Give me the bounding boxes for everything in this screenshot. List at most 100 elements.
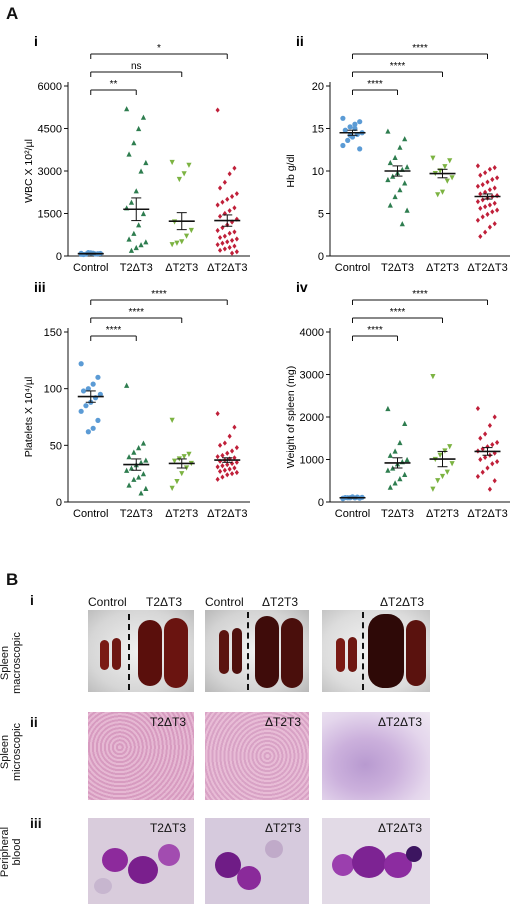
data-point [215,454,220,460]
data-point [234,249,239,255]
data-point [490,442,495,448]
data-point [387,159,393,166]
data-point [133,188,139,194]
data-point [404,207,410,213]
data-point [126,454,132,460]
macro-1-right-label: T2ΔT3 [146,595,183,609]
data-point [128,465,135,471]
data-point [80,388,87,394]
data-point [124,106,130,112]
data-point [495,207,500,213]
data-point [225,196,230,202]
y-tick-label: 100 [44,384,62,396]
data-point [131,449,137,455]
panel-a-label: A [6,4,19,23]
data-point [487,486,492,492]
data-point [169,485,175,491]
data-point [97,391,103,397]
data-point [399,221,405,227]
data-point [131,230,137,236]
micro-3-label: ΔT2ΔT3 [377,715,422,729]
x-tick-label: T2ΔT3 [120,262,153,274]
data-point [492,185,497,191]
b-row-label-micro: Spleen microscopic [0,712,23,792]
spleen-micro-photo-3: ΔT2ΔT3 [322,712,430,800]
data-point [475,473,480,480]
row-label-macro-text: Spleen macroscopic [0,632,23,694]
data-point [480,214,485,220]
y-tick-label: 1000 [300,455,324,467]
data-point [217,185,223,191]
data-point [229,237,235,244]
data-point [439,189,446,195]
data-point [402,180,408,186]
x-tick-label: ΔT2T3 [426,508,459,520]
data-point [485,211,490,217]
data-point [126,151,132,157]
significance-label: ** [110,79,118,90]
data-point [90,381,96,387]
x-tick-label: T2ΔT3 [120,508,153,520]
significance-label: **** [412,43,428,54]
chart-sublabel: i [34,33,38,49]
panel-b-label: B [6,570,19,589]
data-point [188,227,194,234]
data-point [232,455,237,461]
data-point [222,467,227,473]
significance-label: * [157,43,161,54]
data-point [227,230,232,236]
data-point [352,121,358,127]
spleen-macro-photo-2 [205,610,309,692]
y-tick-label: 50 [50,440,62,452]
data-point [340,115,346,121]
data-point [492,165,497,171]
data-point [385,405,391,412]
y-tick-label: 0 [318,251,324,263]
data-point [227,208,232,214]
data-point [475,199,480,205]
x-tick-label: Control [73,508,108,520]
y-tick-label: 3000 [38,166,62,178]
data-point [232,424,237,430]
data-point [478,435,483,441]
data-point [174,240,180,246]
data-point [179,471,185,477]
data-point [215,464,220,470]
spleen-macro-photo-1 [88,610,194,692]
data-point [229,471,235,477]
data-point [217,468,223,474]
chart-wbc: i 0 1500 3000 4500 6000 WBC X 10²/µl Control T2Δ… [23,33,250,274]
data-point [217,442,223,448]
data-point [475,183,480,189]
data-point [444,178,450,184]
data-point [387,202,393,208]
data-point [492,200,497,206]
data-point [385,176,391,183]
data-point [402,136,408,142]
data-point [143,159,149,166]
significance-label: ns [131,61,142,72]
data-point [430,374,436,380]
data-point [229,193,235,200]
data-point [449,461,455,467]
data-point [397,439,403,446]
data-point [232,229,237,235]
blood-3-label: ΔT2ΔT3 [377,821,422,835]
data-point [217,247,223,253]
data-point [169,417,175,423]
data-point [225,239,230,245]
y-tick-label: 4500 [38,124,62,136]
data-point [181,454,187,460]
x-tick-label: T2ΔT3 [381,262,414,274]
data-point [220,240,225,246]
data-point [487,422,492,429]
y-tick-label: 0 [56,497,62,509]
data-point [483,229,488,235]
b-row-label-blood: Peripheral blood [0,808,23,898]
data-point [430,155,436,161]
data-point [404,164,410,170]
y-axis-label: WBC X 10²/µl [23,139,35,203]
data-point [483,431,488,437]
x-tick-label: ΔT2ΔT3 [207,262,247,274]
data-point [136,445,142,451]
